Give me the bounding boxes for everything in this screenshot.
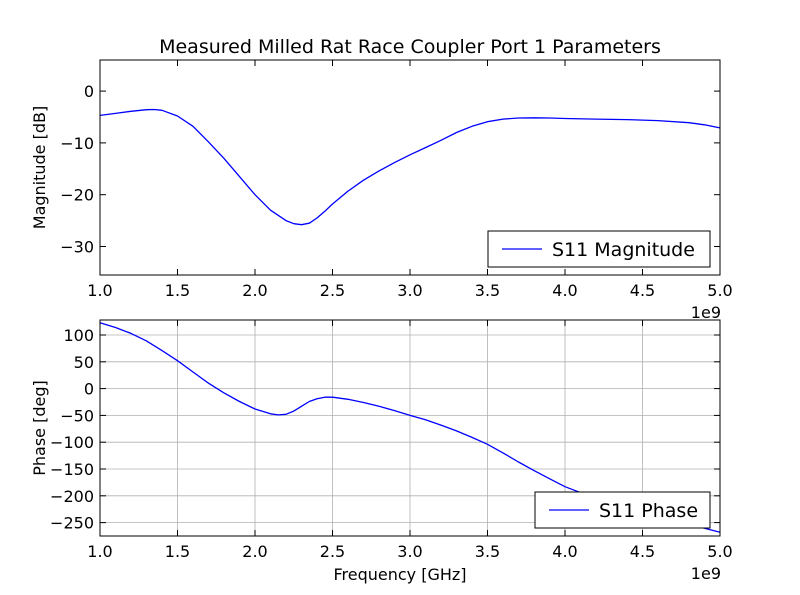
magnitude-x-tick-label: 3.5 bbox=[475, 281, 500, 300]
magnitude-series-line bbox=[99, 108, 721, 226]
phase-legend: S11 Phase bbox=[534, 491, 711, 529]
magnitude-x-tick-label: 1.0 bbox=[87, 281, 112, 300]
magnitude-subplot: 1.0 1.5 2.0 2.5 3.0 3.5 4.0 4.5 5.0 0 −10 −20 −30 Ma… bbox=[30, 59, 733, 322]
magnitude-y-tick-label: 0 bbox=[84, 82, 94, 101]
magnitude-y-tick-label: −30 bbox=[60, 238, 94, 257]
phase-y-tick-label: −200 bbox=[50, 487, 94, 506]
phase-y-tick-label: −150 bbox=[50, 460, 94, 479]
magnitude-y-axis-label: Magnitude [dB] bbox=[30, 106, 49, 229]
phase-x-offset-label: 1e9 bbox=[691, 564, 721, 583]
phase-y-tick-label: 50 bbox=[74, 353, 94, 372]
magnitude-x-tick-label: 3.0 bbox=[397, 281, 422, 300]
phase-x-tick-label: 3.0 bbox=[397, 542, 422, 561]
phase-x-tick-label: 4.0 bbox=[552, 542, 577, 561]
phase-x-tick-label: 3.5 bbox=[475, 542, 500, 561]
magnitude-x-tick-label: 2.5 bbox=[320, 281, 345, 300]
magnitude-x-tick-label: 1.5 bbox=[165, 281, 190, 300]
phase-y-axis-label: Phase [deg] bbox=[30, 380, 49, 476]
magnitude-legend: S11 Magnitude bbox=[487, 230, 711, 268]
phase-y-tick-label: 100 bbox=[63, 326, 94, 345]
phase-x-tick-label: 4.5 bbox=[630, 542, 655, 561]
phase-ticks: 1.0 1.5 2.0 2.5 3.0 3.5 4.0 4.5 5.0 100 50 0 −50 −100… bbox=[50, 320, 733, 561]
magnitude-x-tick-label: 4.5 bbox=[630, 281, 655, 300]
phase-y-tick-label: −50 bbox=[60, 406, 94, 425]
phase-x-tick-label: 1.5 bbox=[165, 542, 190, 561]
magnitude-x-tick-label: 2.0 bbox=[242, 281, 267, 300]
chart-title: Measured Milled Rat Race Coupler Port 1 … bbox=[159, 36, 661, 58]
phase-series-line bbox=[99, 322, 721, 533]
phase-x-axis-label: Frequency [GHz] bbox=[333, 565, 466, 584]
phase-x-tick-label: 2.0 bbox=[242, 542, 267, 561]
phase-y-tick-label: 0 bbox=[84, 380, 94, 399]
phase-y-tick-label: −100 bbox=[50, 433, 94, 452]
magnitude-x-tick-label: 4.0 bbox=[552, 281, 577, 300]
phase-x-tick-label: 2.5 bbox=[320, 542, 345, 561]
magnitude-ticks: 1.0 1.5 2.0 2.5 3.0 3.5 4.0 4.5 5.0 0 −10 −20 −30 bbox=[60, 60, 733, 300]
magnitude-series-group bbox=[99, 108, 721, 226]
phase-x-tick-label: 5.0 bbox=[707, 542, 732, 561]
phase-x-tick-label: 1.0 bbox=[87, 542, 112, 561]
magnitude-x-offset-label: 1e9 bbox=[691, 303, 721, 322]
phase-y-tick-label: −250 bbox=[50, 514, 94, 533]
magnitude-y-tick-label: −10 bbox=[60, 134, 94, 153]
magnitude-x-tick-label: 5.0 bbox=[707, 281, 732, 300]
phase-legend-label: S11 Phase bbox=[599, 500, 698, 522]
phase-series-group bbox=[99, 322, 721, 533]
magnitude-y-tick-label: −20 bbox=[60, 186, 94, 205]
phase-subplot: 1.0 1.5 2.0 2.5 3.0 3.5 4.0 4.5 5.0 100 50 0 −50 −100… bbox=[30, 319, 733, 584]
magnitude-legend-label: S11 Magnitude bbox=[552, 239, 695, 261]
